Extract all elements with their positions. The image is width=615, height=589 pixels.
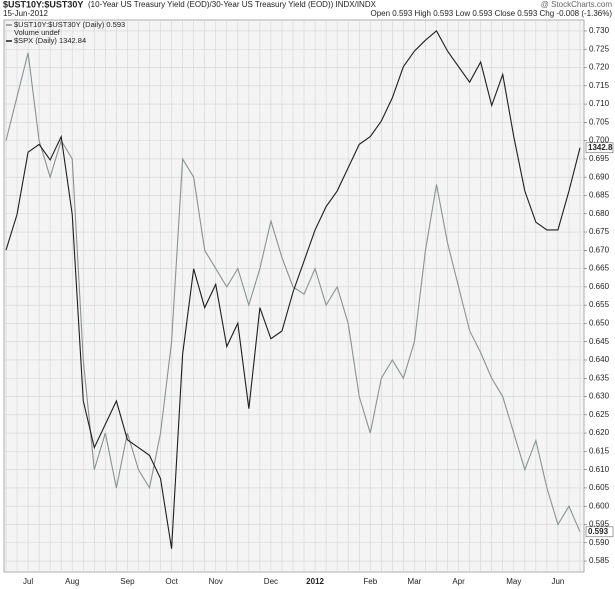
y-tick-label: 0.630 <box>589 392 610 401</box>
y-tick-label: 0.600 <box>589 501 610 510</box>
plot-area <box>3 19 585 573</box>
x-tick-label: Nov <box>209 577 223 586</box>
last-value-label: 1342.8 <box>588 143 613 152</box>
x-tick-label: Jul <box>23 577 33 586</box>
x-tick-label: Aug <box>65 577 79 586</box>
description: (10-Year US Treasury Yield (EOD)/30-Year… <box>88 0 377 9</box>
y-tick-label: 0.665 <box>589 264 610 273</box>
y-tick-label: 0.610 <box>589 465 610 474</box>
symbol: $UST10Y:$UST30Y <box>3 0 83 9</box>
x-tick-label: May <box>506 577 521 586</box>
last-value-box <box>585 526 614 538</box>
legend-label: $UST10Y:$UST30Y (Daily) 0.593 <box>14 20 125 29</box>
y-tick-label: 0.640 <box>589 355 610 364</box>
grid <box>4 20 587 572</box>
x-tick-label: Jun <box>551 577 564 586</box>
y-tick-label: 0.685 <box>589 191 610 200</box>
x-tick-label: Mar <box>408 577 422 586</box>
labels: Jul Aug Sep Oct Nov Dec 2012 Feb Mar Apr May Jun 0.5… <box>6 20 614 586</box>
quote: Open 0.593 High 0.593 Low 0.593 Close 0.… <box>371 9 613 18</box>
y-tick-label: 0.700 <box>589 136 610 145</box>
x-tick-label: Feb <box>363 577 377 586</box>
y-tick-label: 0.605 <box>589 483 610 492</box>
series-line <box>5 30 581 549</box>
y-tick-label: 0.595 <box>589 520 610 529</box>
lines <box>5 30 581 549</box>
last-value-label: 0.593 <box>588 527 609 536</box>
y-tick-label: 0.585 <box>589 556 610 565</box>
y-tick-label: 0.620 <box>589 428 610 437</box>
legend-label: Volume undef <box>14 28 61 37</box>
y-tick-label: 0.675 <box>589 227 610 236</box>
y-tick-label: 0.725 <box>589 44 610 53</box>
y-tick-label: 0.695 <box>589 154 610 163</box>
x-tick-label: Dec <box>264 577 278 586</box>
y-tick-label: 0.680 <box>589 209 610 218</box>
brand: @ StockCharts.com <box>541 0 613 9</box>
y-tick-label: 0.690 <box>589 172 610 181</box>
date: 15-Jun-2012 <box>3 9 48 18</box>
y-tick-label: 0.625 <box>589 410 610 419</box>
y-tick-label: 0.715 <box>589 81 610 90</box>
x-tick-label: Sep <box>120 577 135 586</box>
y-tick-label: 0.655 <box>589 300 610 309</box>
last-value-box <box>585 142 614 154</box>
x-tick-label: 2012 <box>306 577 324 586</box>
y-tick-label: 0.720 <box>589 63 610 72</box>
series-line <box>5 52 581 533</box>
y-tick-label: 0.615 <box>589 446 610 455</box>
y-tick-label: 0.590 <box>589 538 610 547</box>
x-tick-label: Apr <box>452 577 465 586</box>
y-tick-label: 0.670 <box>589 245 610 254</box>
y-tick-label: 0.645 <box>589 337 610 346</box>
y-tick-label: 0.710 <box>589 99 610 108</box>
y-tick-label: 0.650 <box>589 319 610 328</box>
y-tick-label: 0.635 <box>589 373 610 382</box>
legend-label: $SPX (Daily) 1342.84 <box>14 36 86 45</box>
y-tick-label: 0.705 <box>589 117 610 126</box>
y-tick-label: 0.730 <box>589 26 610 35</box>
x-tick-label: Oct <box>165 577 178 586</box>
y-tick-label: 0.660 <box>589 282 610 291</box>
